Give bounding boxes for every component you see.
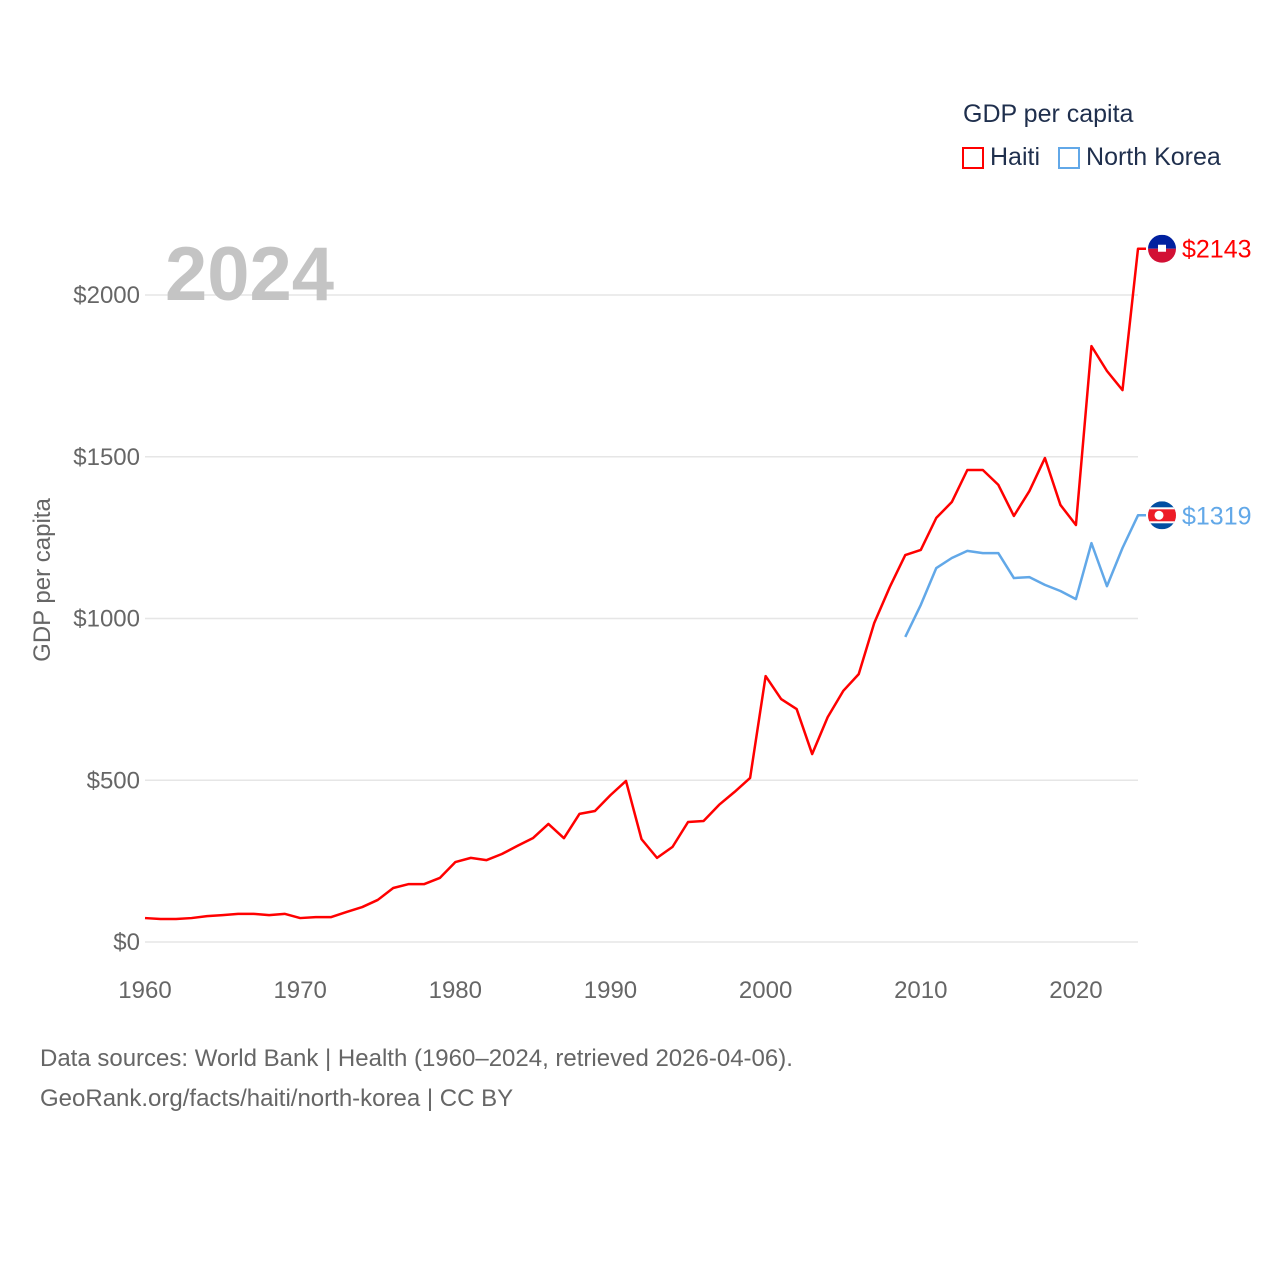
footer-sources: Data sources: World Bank | Health (1960–… (40, 1045, 793, 1072)
x-tick-label: 2020 (1049, 977, 1102, 1004)
x-tick-label: 1980 (429, 977, 482, 1004)
end-value-label: $2143 (1182, 236, 1252, 264)
series-line-north-korea (904, 514, 1146, 638)
y-tick-label: $1500 (73, 444, 140, 471)
y-tick-label: $1000 (73, 606, 140, 633)
x-tick-label: 2010 (894, 977, 947, 1004)
flag-stripe (1148, 234, 1176, 249)
legend-swatch-north-korea[interactable] (1058, 146, 1081, 169)
flag-star-disc (1154, 510, 1164, 520)
legend-label-north-korea[interactable]: North Korea (1086, 143, 1221, 171)
y-axis-ticks: $0 $500 $1000 $1500 $2000 (73, 282, 140, 956)
x-tick-label: 1960 (118, 977, 171, 1004)
gridlines (145, 294, 1138, 943)
legend-title: GDP per capita (963, 100, 1134, 128)
x-tick-label: 2000 (739, 977, 792, 1004)
flag-body (1148, 234, 1176, 263)
north-korea-flag-icon (1148, 501, 1176, 530)
x-tick-label: 1990 (584, 977, 637, 1004)
y-tick-label: $500 (87, 767, 140, 794)
series-line-haiti (144, 247, 1146, 921)
flag-stripe (1148, 248, 1176, 263)
x-tick-label: 1970 (273, 977, 326, 1004)
y-tick-label: $2000 (73, 282, 140, 309)
end-labels: $2143 $1319 (1148, 234, 1252, 530)
x-axis-ticks: 1960 1970 1980 1990 2000 2010 2020 (118, 977, 1102, 1004)
footer-link[interactable]: GeoRank.org/facts/haiti/north-korea | CC… (40, 1085, 514, 1112)
series-lines (144, 247, 1146, 921)
end-value-label: $1319 (1182, 502, 1252, 530)
legend-label-haiti[interactable]: Haiti (990, 143, 1041, 171)
y-axis-label: GDP per capita (29, 498, 56, 662)
legend-swatch-haiti[interactable] (962, 146, 984, 169)
year-watermark: 2024 (165, 232, 334, 317)
haiti-flag-icon (1148, 234, 1176, 263)
legend: Haiti North Korea (962, 143, 1239, 172)
y-tick-label: $0 (113, 929, 140, 956)
flag-emblem (1158, 244, 1166, 252)
flag-body (1148, 501, 1176, 530)
